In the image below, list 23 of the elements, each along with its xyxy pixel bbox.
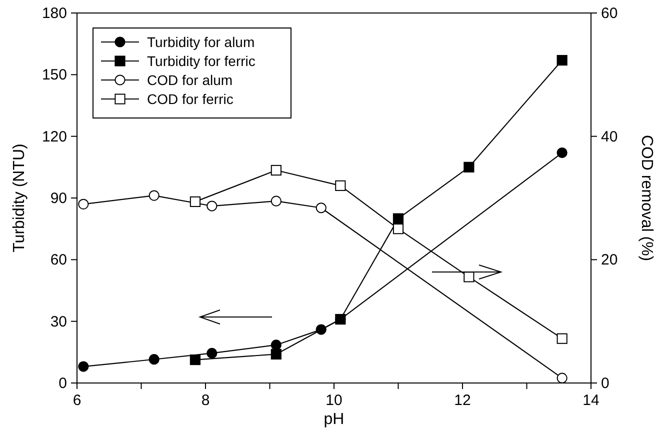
y2-tick-label: 40 <box>601 128 618 146</box>
legend-label: Turbidity for ferric <box>147 53 256 69</box>
y2-tick-label: 60 <box>601 5 618 22</box>
y-tick-label: 150 <box>42 66 67 84</box>
y2-axis-title: COD removal (%) <box>638 134 655 262</box>
y-tick-label: 90 <box>50 190 67 207</box>
x-tick-label: 12 <box>454 392 471 409</box>
x-tick-label: 6 <box>72 392 82 409</box>
y-tick-label: 60 <box>50 252 67 269</box>
y2-tick-label: 20 <box>601 252 618 269</box>
legend-label: COD for alum <box>147 72 233 88</box>
y-tick-label: 0 <box>58 375 67 392</box>
y-axis-title: Turbidity (NTU) <box>11 144 28 252</box>
legend-label: Turbidity for alum <box>147 34 255 50</box>
x-tick-label: 10 <box>326 392 342 409</box>
x-tick-label: 8 <box>201 392 210 409</box>
y-tick-label: 180 <box>42 5 67 22</box>
y2-tick-label: 0 <box>601 375 610 392</box>
legend-label: COD for ferric <box>147 91 234 107</box>
y-tick-label: 120 <box>42 128 67 146</box>
x-axis-title: pH <box>324 411 344 428</box>
x-tick-label: 14 <box>582 392 600 409</box>
y-tick-label: 30 <box>50 313 67 330</box>
